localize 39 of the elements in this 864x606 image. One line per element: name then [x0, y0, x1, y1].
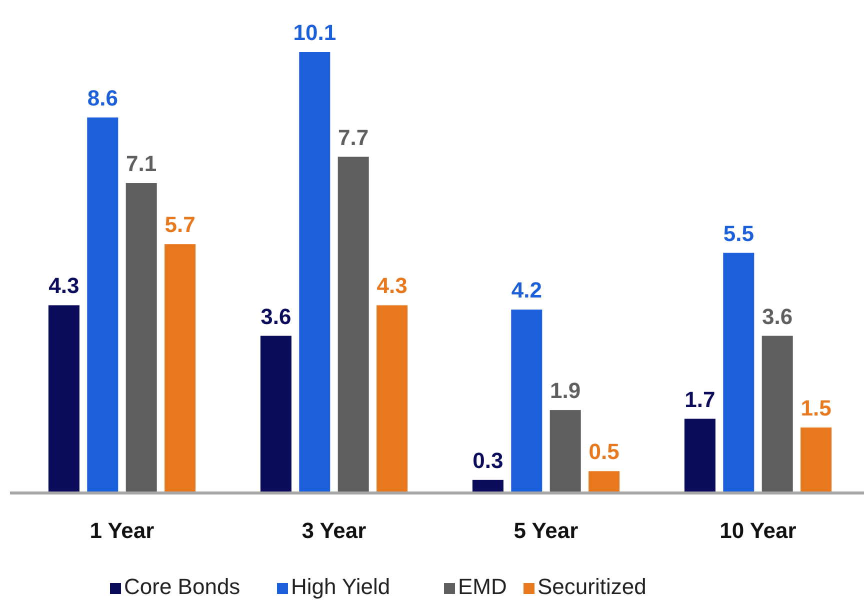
x-tick-label: 3 Year [302, 518, 367, 543]
legend-label: Core Bonds [124, 574, 240, 599]
bar [338, 156, 369, 493]
x-tick-label: 5 Year [514, 518, 579, 543]
bar [511, 310, 542, 493]
bar [299, 52, 330, 493]
bar [800, 428, 832, 493]
data-label: 1.9 [550, 378, 581, 404]
data-label: 5.7 [164, 212, 196, 238]
data-label: 4.3 [48, 273, 80, 298]
data-label: 3.6 [762, 304, 793, 329]
bar [762, 336, 793, 493]
data-label: 1.5 [800, 396, 832, 421]
legend-label: EMD [458, 574, 507, 599]
data-label: 0.3 [472, 448, 504, 473]
data-label: 3.6 [260, 304, 292, 329]
x-tick-label: 10 Year [720, 518, 797, 543]
data-label: 4.2 [511, 278, 542, 303]
data-label: 10.1 [293, 20, 336, 45]
data-label: 7.7 [338, 124, 369, 150]
bar [550, 410, 581, 493]
data-label: 0.5 [588, 439, 620, 464]
bar [588, 471, 620, 493]
x-tick-label: 1 Year [90, 518, 155, 543]
data-label: 5.5 [723, 220, 754, 246]
bar [684, 418, 716, 493]
bar [376, 305, 408, 493]
data-label: 8.6 [87, 85, 118, 110]
data-label: 4.3 [376, 273, 408, 298]
data-label: 1.7 [684, 386, 716, 412]
bar [48, 305, 80, 493]
legend-label: High Yield [291, 574, 390, 599]
bar [87, 117, 118, 493]
bar [126, 182, 157, 493]
legend-label: Securitized [538, 574, 646, 599]
bar [164, 244, 196, 493]
data-label: 7.1 [126, 150, 157, 176]
bar [260, 336, 292, 493]
bar [723, 252, 754, 493]
